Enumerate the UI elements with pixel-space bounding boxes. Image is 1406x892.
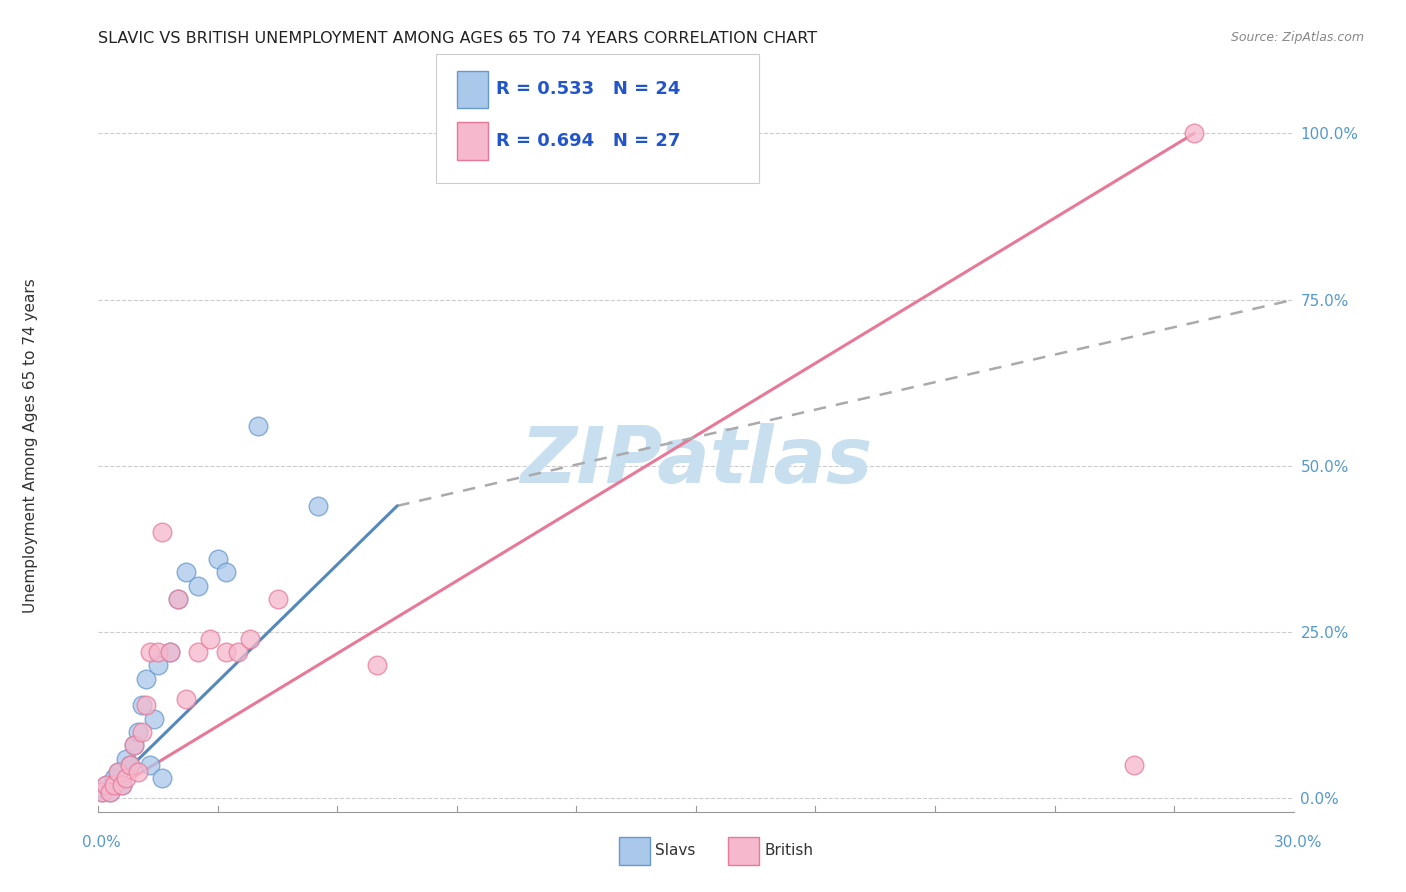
Point [174, 691, 197, 706]
Point [120, 758, 142, 772]
Text: British: British [765, 844, 814, 858]
Point [1182, 127, 1205, 141]
Point [124, 738, 146, 752]
Point [239, 632, 262, 646]
Text: ZIPatlas: ZIPatlas [520, 423, 872, 499]
Point [111, 778, 134, 792]
Point [215, 566, 238, 580]
Point [148, 658, 170, 673]
Point [1123, 758, 1146, 772]
Text: Unemployment Among Ages 65 to 74 years: Unemployment Among Ages 65 to 74 years [24, 278, 38, 614]
Point [96, 778, 118, 792]
Point [150, 772, 173, 786]
Point [187, 645, 209, 659]
Point [167, 591, 190, 606]
Text: Source: ZipAtlas.com: Source: ZipAtlas.com [1230, 31, 1364, 45]
Point [174, 566, 197, 580]
Point [226, 645, 249, 659]
Point [139, 758, 162, 772]
Point [159, 645, 181, 659]
Point [127, 725, 149, 739]
Text: R = 0.694   N = 27: R = 0.694 N = 27 [496, 132, 681, 150]
Point [103, 772, 125, 786]
Text: R = 0.533   N = 24: R = 0.533 N = 24 [496, 80, 681, 98]
Point [215, 645, 238, 659]
Text: Slavs: Slavs [655, 844, 696, 858]
Point [159, 645, 181, 659]
Text: 0.0%: 0.0% [82, 836, 121, 850]
Point [91, 785, 114, 799]
Point [91, 785, 114, 799]
Point [246, 419, 269, 434]
Point [167, 591, 190, 606]
Point [107, 764, 129, 779]
Point [198, 632, 221, 646]
Point [107, 764, 129, 779]
Point [98, 785, 122, 799]
Point [187, 579, 209, 593]
Point [143, 712, 166, 726]
Point [307, 499, 329, 513]
Point [207, 552, 229, 566]
Point [111, 778, 134, 792]
Point [120, 758, 142, 772]
Point [96, 778, 118, 792]
Point [115, 751, 138, 765]
Point [127, 764, 149, 779]
Point [150, 525, 173, 540]
Point [135, 698, 157, 713]
Point [115, 772, 138, 786]
Point [366, 658, 388, 673]
Point [103, 778, 125, 792]
Point [135, 672, 157, 686]
Point [148, 645, 170, 659]
Point [131, 725, 153, 739]
Point [267, 591, 290, 606]
Text: SLAVIC VS BRITISH UNEMPLOYMENT AMONG AGES 65 TO 74 YEARS CORRELATION CHART: SLAVIC VS BRITISH UNEMPLOYMENT AMONG AGE… [98, 31, 817, 46]
Point [131, 698, 153, 713]
Point [124, 738, 146, 752]
Text: 30.0%: 30.0% [1274, 836, 1322, 850]
Point [98, 785, 122, 799]
Point [139, 645, 162, 659]
